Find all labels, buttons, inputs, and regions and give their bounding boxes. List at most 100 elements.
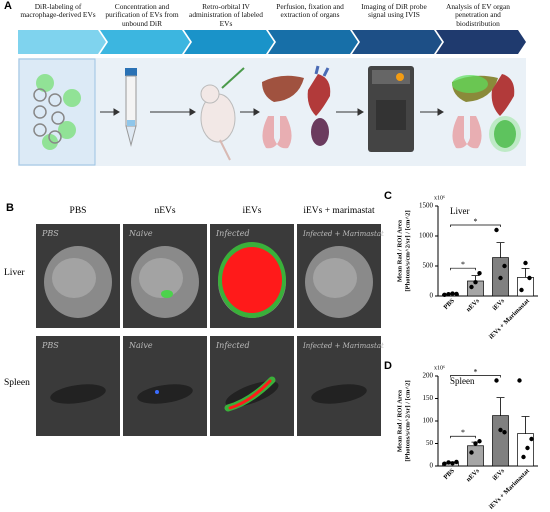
sample-label: Infected	[215, 341, 250, 350]
signal	[155, 390, 159, 394]
data-point	[450, 291, 455, 296]
step-label: Imaging of DiR probe signal using IVIS	[361, 2, 427, 20]
data-point	[527, 275, 532, 281]
data-point	[502, 263, 507, 269]
step-label: DiR-labeling of macrophage-derived EVs	[20, 2, 96, 20]
multiplier: x10⁶	[434, 195, 445, 201]
arrows	[100, 108, 444, 116]
sample-label: Infected	[215, 229, 250, 238]
x-tick-label: PBS	[442, 297, 456, 311]
data-point	[521, 454, 526, 460]
error-bar	[521, 268, 530, 278]
y-tick-label: 1500	[419, 202, 434, 210]
chart-title: Spleen	[450, 376, 475, 386]
data-point	[494, 378, 499, 383]
data-point	[494, 227, 499, 233]
significance-label: *	[461, 260, 465, 269]
significance-label: *	[474, 367, 478, 376]
y-tick-label: 500	[423, 262, 434, 270]
column-label: nEVs	[154, 206, 176, 216]
data-point	[442, 292, 447, 297]
y-tick-label: 100	[423, 417, 434, 425]
step-label: Analysis of EV organ penetration and bio…	[446, 2, 510, 28]
spleen	[311, 384, 367, 404]
data-point	[473, 441, 478, 446]
x-tick-label: nEVs	[465, 297, 481, 313]
data-point	[469, 450, 474, 455]
step-label: Retro-orbital IV administration of label…	[189, 2, 263, 28]
panel-label: B	[6, 202, 14, 214]
x-tick-label: iEVs	[491, 467, 506, 482]
sample-label: PBS	[41, 229, 59, 238]
x-tick-label: PBS	[442, 467, 456, 481]
y-axis-label: Mean Rad / ROI Area	[397, 389, 404, 452]
data-point	[498, 275, 503, 281]
step-label: Perfusion, fixation and extraction of or…	[276, 2, 344, 20]
liver-highlight	[52, 258, 96, 298]
ivis-images: PBS PBS Naive Naive Infected Infected Infected…	[36, 224, 384, 436]
data-point	[454, 459, 459, 465]
significance-label: *	[474, 217, 478, 226]
y-tick-label: 50	[426, 439, 434, 447]
data-point	[502, 430, 507, 435]
error-bar	[521, 416, 530, 434]
mouse-icon	[200, 67, 245, 161]
sample-label: Naive	[128, 229, 153, 238]
data-point	[446, 292, 451, 297]
y-axis-label: [Photons/s/cm^2/sr] / [cm^2]	[405, 210, 412, 291]
y-tick-label: 150	[423, 394, 434, 402]
organs-icon	[262, 65, 331, 149]
result-icon	[452, 74, 521, 152]
ivis-icon	[368, 66, 414, 152]
workflow	[18, 30, 526, 166]
column-label: iEVs	[242, 206, 262, 216]
data-point	[523, 260, 528, 266]
bar	[492, 415, 509, 467]
data-point	[473, 280, 478, 285]
x-tick-label: iEVs	[491, 297, 506, 312]
significance-bracket	[450, 224, 501, 227]
data-point	[519, 287, 524, 293]
sample-label: Naive	[128, 341, 153, 350]
significance-bracket	[450, 375, 501, 378]
signal	[161, 290, 173, 298]
data-point	[525, 445, 530, 451]
y-axis-label: [Photons/s/cm^2/sr] / [cm^2]	[405, 380, 412, 461]
spleen	[50, 384, 106, 404]
multiplier: x10⁶	[434, 365, 445, 371]
y-tick-label: 0	[430, 292, 434, 300]
error-bar	[496, 397, 505, 416]
tube-icon	[125, 68, 137, 147]
row-label: Liver	[4, 268, 25, 278]
column-label: PBS	[69, 206, 87, 216]
panel-label: C	[384, 190, 392, 202]
significance-bracket	[450, 267, 476, 271]
spleen	[137, 384, 193, 404]
bar	[517, 277, 534, 297]
bar	[467, 445, 484, 467]
y-tick-label: 1000	[419, 232, 434, 240]
error-bar	[496, 242, 505, 258]
data-point	[454, 291, 459, 297]
data-point	[529, 436, 534, 442]
y-tick-label: 0	[430, 462, 434, 470]
data-point	[442, 461, 447, 466]
data-point	[446, 460, 451, 465]
signal	[228, 379, 272, 410]
bar-chart: Mean Rad / ROI Area [Photons/s/cm^2/sr] /…	[397, 365, 538, 510]
data-point	[477, 271, 482, 276]
data-point	[498, 427, 503, 433]
chevrons	[18, 30, 526, 54]
signal	[222, 247, 282, 313]
sample-label: PBS	[41, 341, 59, 350]
data-point	[469, 284, 474, 290]
panel-label: A	[4, 0, 12, 12]
y-axis-label: Mean Rad / ROI Area	[397, 219, 404, 282]
liver-highlight	[313, 258, 357, 298]
column-label: iEVs + marimastat	[303, 206, 375, 216]
row-label: Spleen	[4, 378, 30, 388]
y-tick-label: 200	[423, 372, 434, 380]
chart-title: Liver	[450, 206, 470, 216]
significance-label: *	[461, 428, 465, 437]
